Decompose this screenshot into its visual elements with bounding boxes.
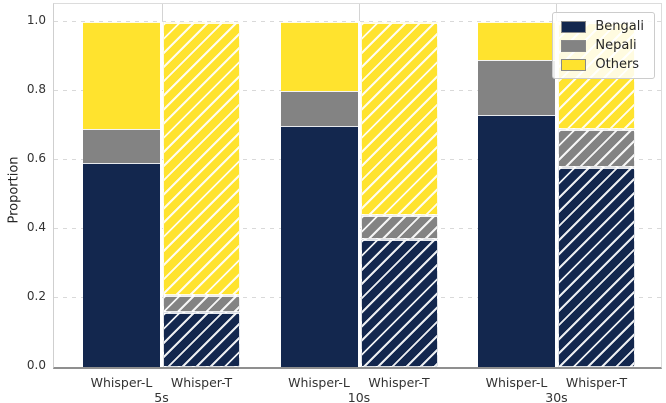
gridline-x-group-10s bbox=[358, 4, 360, 21]
plot-area: Whisper-L Whisper-T 5s Whisper-L Whisper-T 10… bbox=[53, 3, 662, 403]
legend-entry-nepali: Nepali bbox=[561, 38, 644, 53]
x-tick-labels: Whisper-L Whisper-T bbox=[281, 375, 438, 390]
segment-nepali bbox=[558, 128, 635, 167]
legend-swatch-nepali bbox=[561, 39, 587, 52]
segment-others bbox=[280, 22, 358, 91]
segment-nepali bbox=[360, 215, 438, 240]
segment-bengali bbox=[280, 125, 358, 367]
x-tick-label-whisper-l: Whisper-L bbox=[288, 375, 350, 390]
legend-entry-bengali: Bengali bbox=[561, 19, 644, 34]
bar-group-10s: Whisper-L Whisper-T 10s bbox=[280, 22, 438, 403]
gridline-y-0.6 bbox=[54, 159, 661, 160]
segment-bengali bbox=[83, 163, 160, 367]
bar-whisper-l-10s bbox=[280, 22, 358, 367]
bar-whisper-t-10s bbox=[360, 22, 438, 367]
segment-bengali bbox=[360, 239, 438, 367]
x-tick-label-whisper-t: Whisper-T bbox=[368, 375, 430, 390]
segment-bengali bbox=[478, 115, 555, 367]
segment-bengali bbox=[558, 166, 635, 367]
x-tick-label-whisper-t: Whisper-T bbox=[170, 375, 233, 390]
legend-label: Others bbox=[595, 57, 640, 72]
group-duration-label: 5s bbox=[154, 390, 169, 403]
gridline-y-0.4 bbox=[54, 228, 661, 229]
x-tick-labels: Whisper-L Whisper-T bbox=[83, 375, 240, 390]
segment-others bbox=[163, 22, 240, 295]
legend-entry-others: Others bbox=[561, 57, 644, 72]
segment-others bbox=[360, 22, 438, 216]
x-tick-label-whisper-l: Whisper-L bbox=[90, 375, 153, 390]
bar-whisper-l-5s bbox=[83, 22, 160, 367]
y-tick-label: 0.6 bbox=[26, 151, 46, 165]
legend: Bengali Nepali Others bbox=[552, 12, 655, 79]
bar-groups: Whisper-L Whisper-T 5s Whisper-L Whisper-T 10… bbox=[54, 22, 661, 403]
x-tick-labels: Whisper-L Whisper-T bbox=[478, 375, 635, 390]
gridline-y-0.8 bbox=[54, 90, 661, 91]
legend-swatch-bengali bbox=[561, 20, 587, 33]
segment-nepali bbox=[280, 91, 358, 126]
segment-bengali bbox=[163, 311, 240, 367]
segment-nepali bbox=[478, 59, 555, 116]
segment-others bbox=[83, 22, 160, 129]
group-duration-label: 10s bbox=[347, 390, 371, 403]
y-tick-label: 0.4 bbox=[26, 220, 46, 234]
gridline-y-1.0 bbox=[54, 21, 661, 22]
bar-whisper-l-30s bbox=[478, 22, 555, 367]
segment-nepali bbox=[163, 294, 240, 312]
bar-group-30s: Whisper-L Whisper-T 30s bbox=[478, 22, 635, 403]
legend-swatch-others bbox=[561, 58, 587, 71]
bar-whisper-t-5s bbox=[163, 22, 240, 367]
x-tick-label-whisper-l: Whisper-L bbox=[485, 375, 548, 390]
y-tick-label: 0.0 bbox=[26, 358, 46, 372]
x-tick-label-whisper-t: Whisper-T bbox=[565, 375, 628, 390]
legend-label: Bengali bbox=[595, 19, 644, 34]
y-tick-label: 1.0 bbox=[26, 13, 46, 27]
group-duration-label: 30s bbox=[545, 390, 568, 403]
y-tick-label: 0.8 bbox=[26, 82, 46, 96]
gridline-x-group-5s bbox=[161, 4, 163, 21]
bar-group-5s: Whisper-L Whisper-T 5s bbox=[83, 22, 240, 403]
y-axis-label: Proportion bbox=[6, 156, 22, 224]
segment-others bbox=[478, 22, 555, 60]
legend-label: Nepali bbox=[595, 38, 637, 53]
y-tick-label: 0.2 bbox=[26, 289, 46, 303]
segment-nepali bbox=[83, 128, 160, 164]
gridline-y-0.2 bbox=[54, 297, 661, 298]
